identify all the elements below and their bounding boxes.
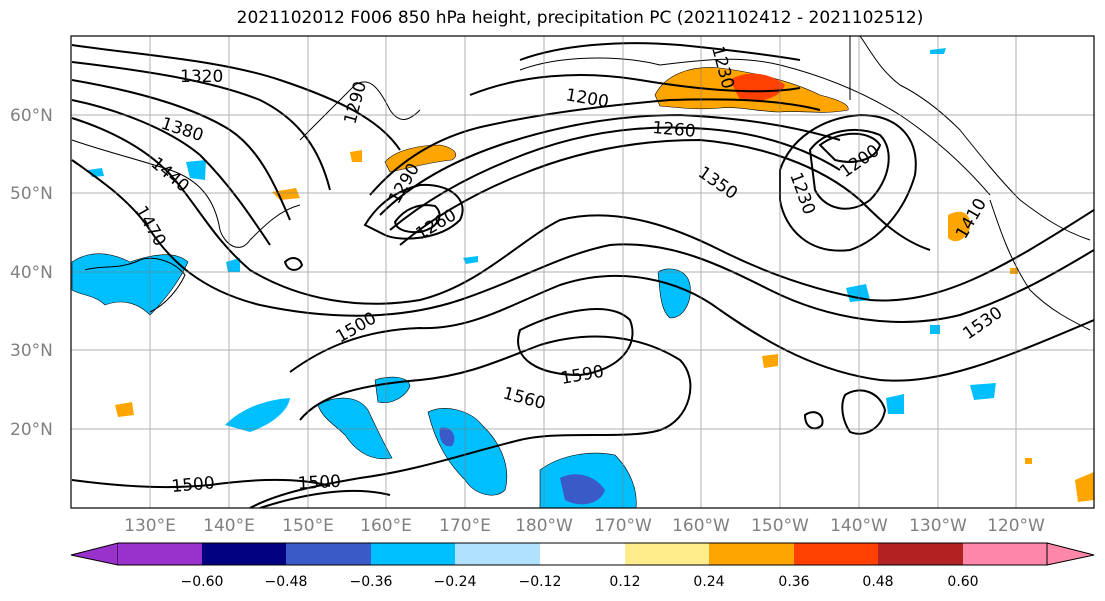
- colorbar-tick-label: 0.48: [862, 574, 893, 590]
- gridlines: [71, 36, 1094, 508]
- colorbar-segment: [794, 543, 878, 565]
- longitude-labels: 130°E 140°E 150°E 160°E 170°E 180°W 170°…: [124, 516, 1045, 536]
- lon-label: 160°W: [672, 516, 730, 536]
- lon-label: 150°W: [751, 516, 809, 536]
- lat-label: 30°N: [10, 341, 53, 361]
- lon-label: 160°E: [360, 516, 412, 536]
- lon-label: 180°W: [515, 516, 573, 536]
- colorbar-segment: [540, 543, 625, 565]
- colorbar-segment: [118, 543, 202, 565]
- lon-label: 140°E: [203, 516, 255, 536]
- colorbar-tick-label: −0.60: [181, 574, 224, 590]
- colorbar-segment: [286, 543, 371, 565]
- colorbar-extend-high: [1046, 542, 1095, 566]
- contour-label: 1260: [652, 118, 697, 142]
- colorbar-tick-label: −0.36: [350, 574, 393, 590]
- lon-label: 120°W: [987, 516, 1045, 536]
- lon-label: 170°W: [594, 516, 652, 536]
- precip-positive-areas: [115, 67, 1094, 502]
- colorbar-tick-label: 0.12: [609, 574, 640, 590]
- colorbar-segment: [371, 543, 455, 565]
- lon-label: 170°E: [439, 516, 491, 536]
- colorbar-segment: [625, 543, 709, 565]
- colorbar-segment: [455, 543, 540, 565]
- precip-negative-areas: [71, 48, 996, 508]
- contour-label: 1320: [180, 67, 223, 87]
- lat-label: 20°N: [10, 420, 53, 440]
- lat-label: 50°N: [10, 184, 53, 204]
- colorbar-tick-label: −0.24: [434, 574, 477, 590]
- latitude-labels: 60°N 50°N 40°N 30°N 20°N: [10, 106, 53, 440]
- lon-label: 140°W: [830, 516, 888, 536]
- coastlines: [71, 36, 1091, 331]
- colorbar-tick-label: 0.36: [778, 574, 809, 590]
- colorbar-segment: [709, 543, 794, 565]
- colorbar-extend-low: [70, 542, 119, 566]
- colorbar-segment: [878, 543, 963, 565]
- contour-label: 1500: [171, 473, 216, 497]
- map-frame: [70, 35, 1095, 509]
- colorbar-segment: [202, 543, 286, 565]
- map-title: 2021102012 F006 850 hPa height, precipit…: [236, 8, 924, 28]
- contour-label: 1500: [297, 472, 341, 494]
- lat-label: 40°N: [10, 263, 53, 283]
- lon-label: 150°E: [282, 516, 334, 536]
- colorbar-tick-label: −0.48: [265, 574, 308, 590]
- colorbar-tick-label: −0.12: [519, 574, 562, 590]
- lon-label: 130°E: [124, 516, 176, 536]
- colorbar-tick-label: 0.24: [693, 574, 724, 590]
- lon-label: 130°W: [909, 516, 967, 536]
- colorbar-segment: [963, 543, 1047, 565]
- colorbar-tick-label: 0.60: [947, 574, 978, 590]
- colorbar: −0.60 −0.48 −0.36 −0.24 −0.12 0.12 0.24 …: [70, 542, 1095, 590]
- lat-label: 60°N: [10, 106, 53, 126]
